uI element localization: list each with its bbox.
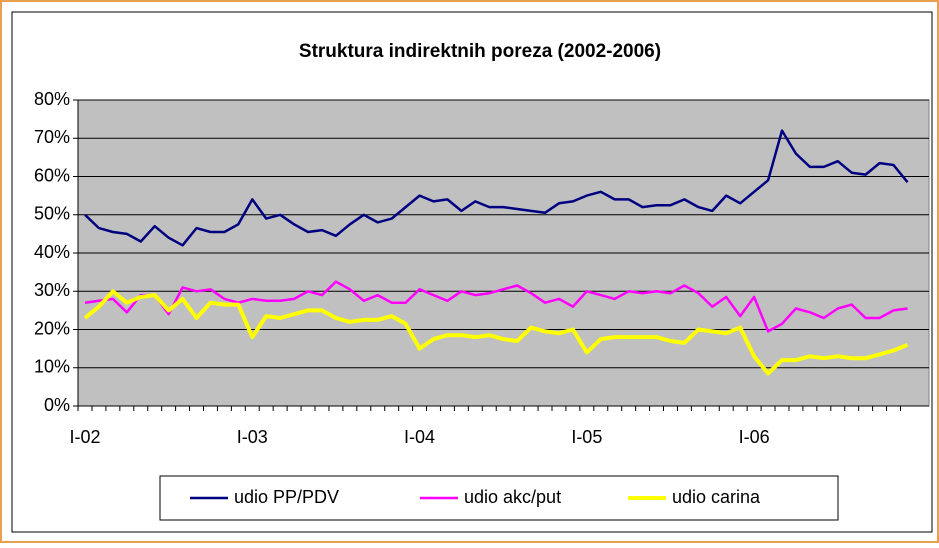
x-tick-label: I-04 <box>404 427 435 447</box>
y-tick-label: 0% <box>44 395 70 415</box>
line-series <box>84 280 908 333</box>
y-tick-label: 20% <box>34 318 70 338</box>
chart-title: Struktura indirektnih poreza (2002-2006) <box>299 41 661 62</box>
legend-label: udio akc/put <box>464 487 561 507</box>
x-tick-label: I-02 <box>69 427 100 447</box>
line-series <box>84 129 909 247</box>
y-tick-label: 80% <box>34 89 70 109</box>
y-tick-label: 50% <box>34 204 70 224</box>
y-tick-label: 40% <box>34 242 70 262</box>
x-tick-label: I-05 <box>571 427 602 447</box>
y-tick-label: 30% <box>34 280 70 300</box>
y-tick-label: 70% <box>34 127 70 147</box>
x-tick-label: I-03 <box>237 427 268 447</box>
legend-label: udio carina <box>672 487 761 507</box>
legend-label: udio PP/PDV <box>234 487 339 507</box>
y-tick-label: 10% <box>34 357 70 377</box>
line-series <box>83 289 909 376</box>
y-tick-label: 60% <box>34 165 70 185</box>
x-tick-label: I-06 <box>739 427 770 447</box>
legend-box <box>159 475 839 521</box>
